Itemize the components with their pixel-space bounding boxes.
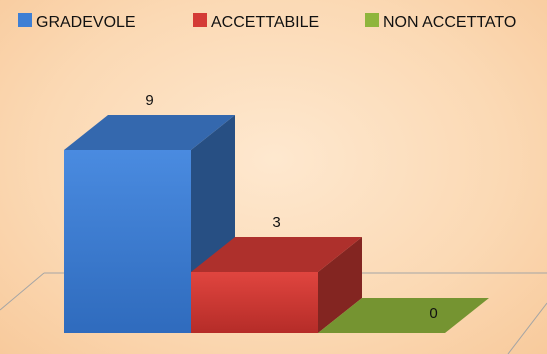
legend-label-accettabile: ACCETTABILE <box>211 14 319 31</box>
legend-label-gradevole: GRADEVOLE <box>36 14 136 31</box>
bar-top-gradevole <box>64 115 235 150</box>
legend: GRADEVOLE ACCETTABILE NON ACCETTATO <box>18 13 516 31</box>
bar-top-accettabile <box>191 237 362 272</box>
legend-swatch-non-accettato <box>365 13 379 27</box>
legend-swatch-gradevole <box>18 13 32 27</box>
legend-label-non-accettato: NON ACCETTATO <box>383 14 516 31</box>
legend-item-accettabile: ACCETTABILE <box>193 13 319 31</box>
bar-gradevole <box>64 150 191 333</box>
legend-swatch-accettabile <box>193 13 207 27</box>
legend-item-gradevole: GRADEVOLE <box>18 13 136 31</box>
bar-accettabile <box>191 272 318 333</box>
data-label-accettabile: 3 <box>272 214 280 231</box>
bar-top-non-accettato <box>318 298 489 333</box>
bar-side-accettabile <box>318 237 362 333</box>
data-label-gradevole: 9 <box>145 92 153 109</box>
bars <box>64 115 489 333</box>
data-labels: 9 3 0 <box>145 92 437 322</box>
legend-item-non-accettato: NON ACCETTATO <box>365 13 516 31</box>
data-label-non-accettato: 0 <box>429 305 437 322</box>
